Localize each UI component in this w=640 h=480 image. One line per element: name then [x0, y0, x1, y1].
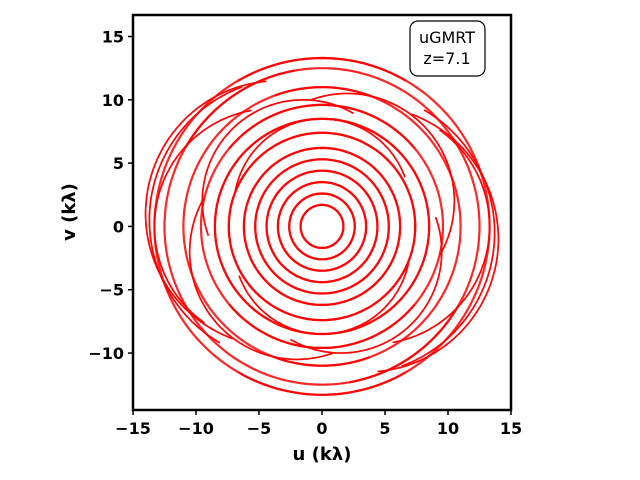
y-tick-label: 15	[102, 28, 124, 47]
x-tick-label: 10	[437, 419, 459, 438]
uv-track	[227, 131, 417, 322]
y-tick-label: 10	[102, 91, 124, 110]
uv-track	[242, 146, 402, 307]
uv-track	[401, 109, 496, 367]
annotation-telescope: uGMRT	[419, 28, 475, 47]
uv-track	[392, 129, 491, 344]
uv-track	[274, 86, 462, 367]
annotation-redshift: z=7.1	[423, 49, 470, 68]
uv-track	[310, 92, 456, 256]
x-axis: −15 −10 −5 0 5 10 15	[115, 410, 522, 438]
uv-tracks	[144, 56, 500, 396]
uv-track	[310, 92, 456, 256]
x-tick-label: 0	[316, 419, 327, 438]
x-tick-label: 5	[379, 419, 390, 438]
uv-track	[148, 86, 243, 344]
y-tick-label: −10	[88, 344, 124, 363]
uv-track	[276, 180, 368, 272]
annotation-box: uGMRT z=7.1	[409, 20, 486, 77]
uv-track	[234, 118, 406, 193]
uv-track	[153, 109, 252, 324]
uv-track	[288, 192, 356, 261]
x-axis-label: u (kλ)	[293, 444, 352, 465]
uv-track	[265, 169, 379, 284]
uv-track	[238, 260, 410, 335]
x-tick-label: −15	[115, 419, 151, 438]
y-axis-label: v (kλ)	[59, 183, 80, 241]
uv-track	[377, 113, 500, 373]
y-tick-label: 5	[113, 154, 124, 173]
y-axis: −10 −5 0 5 10 15	[88, 28, 133, 363]
y-tick-label: 0	[113, 217, 124, 236]
x-tick-label: 15	[500, 419, 522, 438]
annotation-frame	[409, 20, 486, 77]
x-tick-label: −5	[247, 419, 272, 438]
uv-track	[290, 216, 443, 354]
uv-track	[201, 99, 354, 236]
uv-track	[299, 203, 345, 249]
uv-track	[144, 80, 267, 340]
x-tick-label: −10	[178, 419, 214, 438]
uv-track	[184, 67, 481, 384]
uv-track	[254, 158, 390, 295]
uv-track	[213, 117, 431, 336]
uv-track	[188, 197, 334, 361]
uv-track	[188, 197, 334, 361]
uv-track	[199, 103, 416, 349]
uv-track	[228, 103, 445, 349]
y-tick-label: −5	[99, 281, 124, 300]
